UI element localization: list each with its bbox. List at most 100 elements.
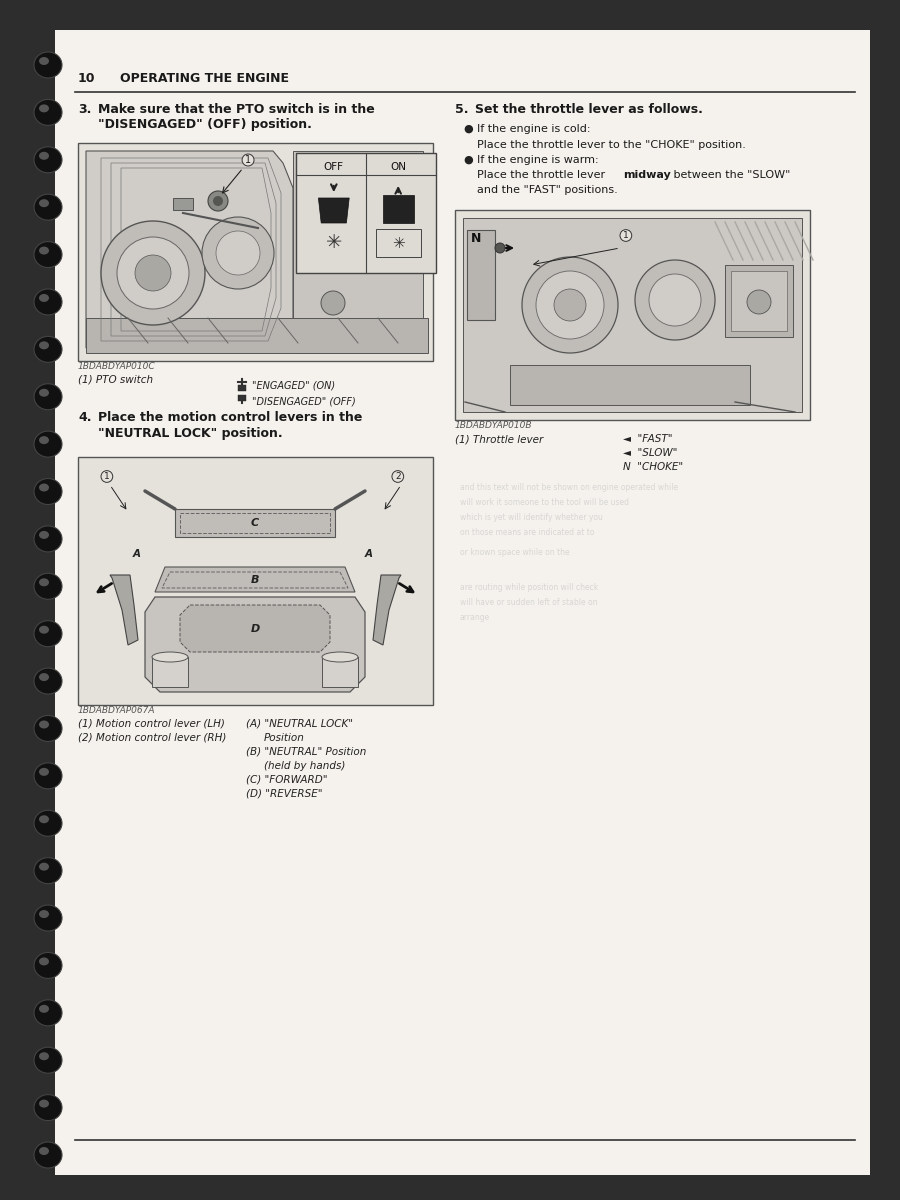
Text: (A) "NEUTRAL LOCK": (A) "NEUTRAL LOCK" xyxy=(246,719,353,728)
Text: and the "FAST" positions.: and the "FAST" positions. xyxy=(477,185,617,194)
Circle shape xyxy=(117,236,189,308)
Ellipse shape xyxy=(39,1052,49,1061)
Polygon shape xyxy=(180,605,330,652)
Ellipse shape xyxy=(39,1004,49,1013)
Text: ✳: ✳ xyxy=(392,235,405,251)
Polygon shape xyxy=(145,596,365,692)
Ellipse shape xyxy=(39,530,49,539)
Text: 1BDABDYAP010B: 1BDABDYAP010B xyxy=(455,421,533,430)
Polygon shape xyxy=(86,151,293,348)
Ellipse shape xyxy=(322,652,358,662)
Text: ON: ON xyxy=(391,162,406,172)
Circle shape xyxy=(522,257,618,353)
Text: (1) PTO switch: (1) PTO switch xyxy=(78,374,153,385)
Ellipse shape xyxy=(39,768,49,776)
Ellipse shape xyxy=(39,151,49,160)
Ellipse shape xyxy=(34,146,62,173)
Text: If the engine is warm:: If the engine is warm: xyxy=(477,155,598,164)
Circle shape xyxy=(536,271,604,338)
Ellipse shape xyxy=(34,763,62,788)
Ellipse shape xyxy=(34,241,62,268)
Ellipse shape xyxy=(39,56,49,65)
Text: 1: 1 xyxy=(623,230,629,240)
Text: midway: midway xyxy=(623,170,670,180)
Polygon shape xyxy=(55,30,870,1175)
Ellipse shape xyxy=(34,574,62,599)
Text: (C) "FORWARD": (C) "FORWARD" xyxy=(246,775,328,785)
Bar xyxy=(175,509,335,538)
Bar xyxy=(467,230,495,320)
Ellipse shape xyxy=(34,810,62,836)
Circle shape xyxy=(747,290,771,314)
Ellipse shape xyxy=(34,1048,62,1073)
Ellipse shape xyxy=(34,715,62,742)
Bar xyxy=(382,194,414,223)
Bar xyxy=(731,271,787,331)
Text: N  "CHOKE": N "CHOKE" xyxy=(623,462,683,472)
Ellipse shape xyxy=(39,1147,49,1154)
Text: D: D xyxy=(250,624,259,634)
Text: Place the throttle lever to the "CHOKE" position.: Place the throttle lever to the "CHOKE" … xyxy=(477,140,746,150)
Text: 1: 1 xyxy=(245,155,251,164)
Text: Place the throttle lever: Place the throttle lever xyxy=(477,170,608,180)
Bar xyxy=(293,151,423,353)
Ellipse shape xyxy=(34,289,62,314)
Text: on this and to generate you: on this and to generate you xyxy=(78,583,184,592)
Ellipse shape xyxy=(39,625,49,634)
Polygon shape xyxy=(238,385,246,391)
Ellipse shape xyxy=(34,479,62,504)
Bar xyxy=(322,658,358,686)
Text: 5.: 5. xyxy=(455,103,469,116)
Circle shape xyxy=(321,290,345,314)
Text: ◄  "SLOW": ◄ "SLOW" xyxy=(623,448,678,458)
Ellipse shape xyxy=(39,578,49,587)
Text: C: C xyxy=(251,518,259,528)
Ellipse shape xyxy=(34,336,62,362)
Polygon shape xyxy=(110,575,138,646)
Ellipse shape xyxy=(34,194,62,220)
Bar xyxy=(173,198,193,210)
Bar xyxy=(152,658,188,686)
Ellipse shape xyxy=(34,1000,62,1026)
Text: 1: 1 xyxy=(104,472,110,481)
Text: If the engine is cold:: If the engine is cold: xyxy=(477,124,590,134)
Ellipse shape xyxy=(34,100,62,125)
Bar xyxy=(510,365,750,404)
Ellipse shape xyxy=(39,246,49,254)
Text: Set the throttle lever as follows.: Set the throttle lever as follows. xyxy=(475,103,703,116)
Ellipse shape xyxy=(39,389,49,397)
Bar xyxy=(725,265,793,337)
Circle shape xyxy=(554,289,586,320)
Text: (1) Motion control lever (LH): (1) Motion control lever (LH) xyxy=(78,719,225,728)
Ellipse shape xyxy=(34,620,62,647)
Text: A: A xyxy=(133,550,141,559)
Text: "DISENGAGED" (OFF): "DISENGAGED" (OFF) xyxy=(252,396,356,406)
Text: ✳: ✳ xyxy=(326,234,342,252)
Polygon shape xyxy=(373,575,401,646)
Ellipse shape xyxy=(39,958,49,966)
Ellipse shape xyxy=(39,863,49,871)
Text: 2: 2 xyxy=(395,472,400,481)
Text: "DISENGAGED" (OFF) position.: "DISENGAGED" (OFF) position. xyxy=(98,118,312,131)
Bar xyxy=(296,152,436,272)
Text: B: B xyxy=(251,575,259,584)
Ellipse shape xyxy=(34,1142,62,1168)
Text: OFF: OFF xyxy=(324,162,344,172)
Circle shape xyxy=(635,260,715,340)
Ellipse shape xyxy=(34,1094,62,1121)
Polygon shape xyxy=(319,198,349,223)
Ellipse shape xyxy=(39,294,49,302)
Circle shape xyxy=(649,274,701,326)
Text: 1BDABDYAP067A: 1BDABDYAP067A xyxy=(78,706,156,715)
Circle shape xyxy=(495,242,505,253)
Circle shape xyxy=(101,221,205,325)
Ellipse shape xyxy=(34,384,62,409)
Text: Make sure that the PTO switch is in the: Make sure that the PTO switch is in the xyxy=(98,103,374,116)
Text: 4.: 4. xyxy=(78,410,92,424)
Ellipse shape xyxy=(39,104,49,113)
Text: (1) Throttle lever: (1) Throttle lever xyxy=(455,434,544,444)
Bar xyxy=(180,514,330,533)
Bar xyxy=(376,229,420,257)
Text: on those means are indicated at to: on those means are indicated at to xyxy=(460,528,595,538)
Bar xyxy=(78,457,433,704)
